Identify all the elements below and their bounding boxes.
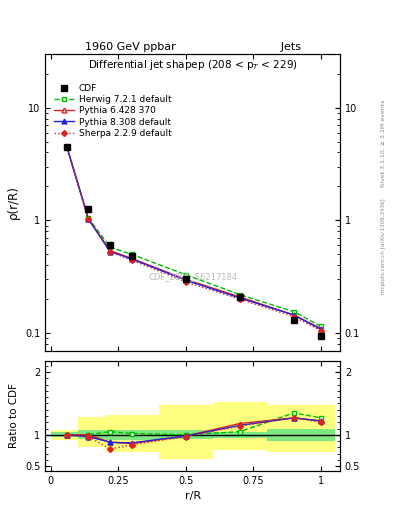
Sherpa 2.2.9 default (319, 328, 323, 334)
Text: Differential jet shapep (208 < p$_T$ < 229): Differential jet shapep (208 < p$_T$ < 2… (88, 58, 298, 72)
Pythia 6.428 370 (292, 312, 296, 318)
X-axis label: r/R: r/R (184, 492, 201, 501)
Herwig 7.2.1 default (237, 291, 242, 297)
Bar (51, 432, 78, 437)
CDF (86, 206, 91, 212)
Herwig 7.2.1 default (86, 215, 91, 221)
Sherpa 2.2.9 default (292, 314, 296, 320)
Bar (159, 431, 213, 439)
Pythia 8.308 default (108, 248, 112, 254)
Bar (267, 429, 334, 441)
Bar (78, 417, 105, 447)
Line: Sherpa 2.2.9 default: Sherpa 2.2.9 default (65, 144, 323, 333)
Text: Rivet 3.1.10, ≥ 3.1M events: Rivet 3.1.10, ≥ 3.1M events (381, 100, 386, 187)
Sherpa 2.2.9 default (184, 279, 188, 285)
CDF (129, 253, 134, 260)
Legend: CDF, Herwig 7.2.1 default, Pythia 6.428 370, Pythia 8.308 default, Sherpa 2.2.9 : CDF, Herwig 7.2.1 default, Pythia 6.428 … (53, 82, 173, 140)
Line: Herwig 7.2.1 default: Herwig 7.2.1 default (64, 144, 323, 329)
Herwig 7.2.1 default (319, 323, 323, 329)
Bar (78, 431, 105, 439)
Pythia 8.308 default (237, 295, 242, 301)
Pythia 8.308 default (292, 312, 296, 318)
Bar (105, 415, 159, 452)
CDF (237, 294, 242, 300)
Sherpa 2.2.9 default (64, 144, 69, 150)
CDF (184, 276, 188, 283)
Y-axis label: Ratio to CDF: Ratio to CDF (9, 383, 19, 449)
Pythia 8.308 default (319, 327, 323, 333)
Bar (51, 430, 78, 440)
Pythia 6.428 370 (108, 247, 112, 253)
Sherpa 2.2.9 default (86, 217, 91, 223)
Bar (105, 430, 159, 440)
Bar (213, 432, 267, 438)
Herwig 7.2.1 default (129, 251, 134, 258)
Pythia 6.428 370 (184, 276, 188, 283)
Pythia 6.428 370 (129, 255, 134, 262)
Pythia 8.308 default (86, 217, 91, 223)
Pythia 8.308 default (129, 256, 134, 262)
Line: CDF: CDF (64, 143, 324, 339)
CDF (319, 333, 323, 339)
Text: CDF_2005_S6217184: CDF_2005_S6217184 (148, 272, 237, 281)
Herwig 7.2.1 default (64, 144, 69, 150)
Bar (267, 405, 334, 452)
Y-axis label: ρ(r/R): ρ(r/R) (7, 185, 20, 219)
Pythia 8.308 default (184, 277, 188, 283)
CDF (64, 144, 69, 150)
CDF (108, 242, 112, 248)
CDF (292, 317, 296, 324)
Sherpa 2.2.9 default (108, 249, 112, 255)
Sherpa 2.2.9 default (237, 296, 242, 303)
Pythia 6.428 370 (86, 216, 91, 222)
Bar (213, 402, 267, 451)
Herwig 7.2.1 default (184, 272, 188, 278)
Line: Pythia 6.428 370: Pythia 6.428 370 (64, 144, 323, 331)
Bar (159, 405, 213, 459)
Pythia 6.428 370 (64, 144, 69, 150)
Pythia 6.428 370 (237, 294, 242, 300)
Text: mcplots.cern.ch [arXiv:1306.3436]: mcplots.cern.ch [arXiv:1306.3436] (381, 198, 386, 293)
Herwig 7.2.1 default (292, 309, 296, 315)
Title: 1960 GeV ppbar                              Jets: 1960 GeV ppbar Jets (84, 41, 301, 52)
Line: Pythia 8.308 default: Pythia 8.308 default (64, 144, 323, 332)
Sherpa 2.2.9 default (129, 257, 134, 263)
Herwig 7.2.1 default (108, 244, 112, 250)
Pythia 8.308 default (64, 144, 69, 150)
Pythia 6.428 370 (319, 326, 323, 332)
